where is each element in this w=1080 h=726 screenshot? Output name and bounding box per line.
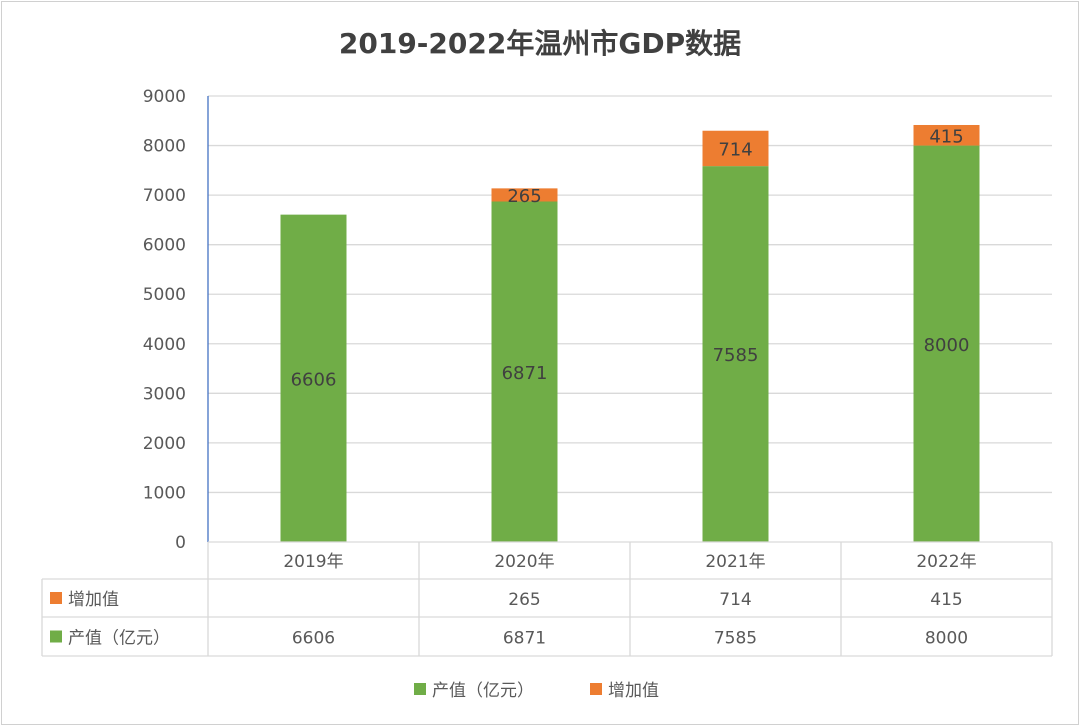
y-tick-label: 6000	[143, 236, 186, 256]
bar-segment	[280, 214, 347, 543]
x-category-label: 2019年	[283, 552, 343, 572]
bar-segment	[913, 124, 980, 146]
y-tick-label: 7000	[143, 186, 186, 206]
table-cell: 6606	[292, 629, 335, 649]
y-tick-label: 4000	[143, 335, 186, 355]
legend-label: 增加值	[608, 681, 659, 701]
bar-segment	[913, 145, 980, 543]
bar-segment	[491, 201, 558, 542]
x-category-label: 2021年	[705, 552, 765, 572]
y-tick-label: 5000	[143, 285, 186, 305]
table-legend-key	[50, 592, 62, 604]
bar-segment	[491, 188, 558, 202]
y-tick-label: 3000	[143, 384, 186, 404]
x-category-label: 2020年	[494, 552, 554, 572]
y-tick-label: 1000	[143, 483, 186, 503]
data-label: 265	[507, 186, 541, 207]
y-tick-label: 0	[175, 533, 186, 553]
table-cell: 7585	[714, 629, 757, 649]
table-cell: 415	[930, 590, 962, 610]
x-category-label: 2022年	[916, 552, 976, 572]
data-label: 6871	[502, 363, 548, 384]
legend-key	[590, 683, 602, 695]
table-cell: 714	[719, 590, 751, 610]
table-legend-key	[50, 630, 62, 643]
table-row-label: 产值（亿元）	[68, 629, 170, 649]
table-cell: 8000	[925, 629, 968, 649]
data-label: 8000	[924, 335, 970, 356]
bar-segment	[702, 166, 769, 543]
data-label: 7585	[713, 345, 759, 366]
legend-key	[414, 683, 426, 695]
y-tick-label: 8000	[143, 137, 186, 157]
legend-label: 产值（亿元）	[432, 681, 534, 701]
data-label: 6606	[291, 369, 337, 390]
table-row-label: 增加值	[68, 590, 119, 610]
bar-segment	[702, 130, 769, 167]
data-label: 415	[929, 126, 963, 147]
table-cell: 6871	[503, 629, 546, 649]
y-tick-label: 9000	[143, 87, 186, 107]
y-tick-label: 2000	[143, 434, 186, 454]
chart-title: 2019-2022年温州市GDP数据	[339, 27, 741, 60]
table-cell: 265	[508, 590, 540, 610]
data-label: 714	[718, 139, 752, 160]
